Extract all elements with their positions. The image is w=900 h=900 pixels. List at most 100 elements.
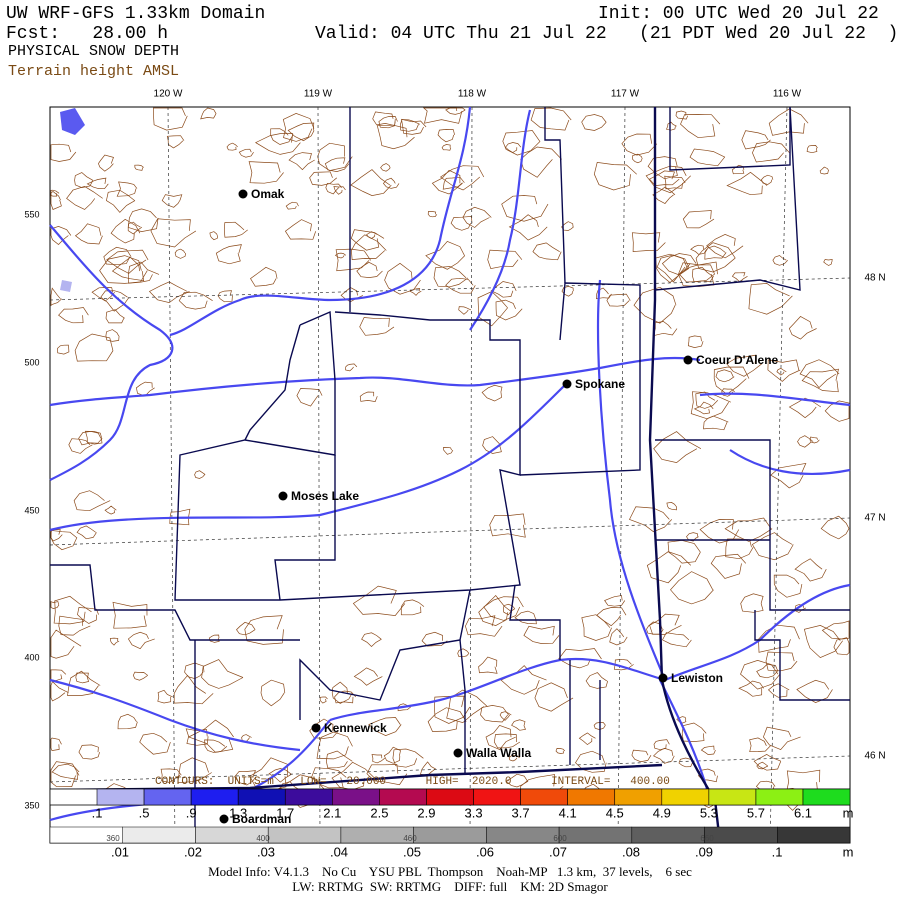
contour [788,316,817,340]
grid-label: 400 [24,652,39,662]
river [596,279,667,681]
terrain-label: .03 [257,844,275,859]
contour [686,532,699,542]
color-swatch [802,788,851,806]
forecast-hour: Fcst: 28.00 h [6,24,168,44]
county-line [50,564,300,641]
lat-lon-grid [49,106,851,844]
city-dot [278,491,288,501]
contour [50,761,80,787]
contour [726,354,763,377]
contour [695,242,736,273]
city-dot [453,748,463,758]
contour [731,272,748,283]
contour [178,291,213,310]
contour [445,277,476,294]
terrain-sublabel: 400 [256,834,270,843]
county-line [459,639,601,775]
contour [104,505,117,515]
contour [678,264,716,283]
city-label: Omak [251,187,285,201]
gray-swatch [558,826,633,844]
contour [819,166,830,175]
contour [421,631,448,647]
contour [201,659,244,689]
contour [50,143,77,162]
gray-swatch [267,826,342,844]
contour [215,244,242,265]
city-label: Kennewick [324,721,387,735]
contour [670,571,714,605]
color-swatch [96,788,145,806]
contour [738,680,764,697]
contour [477,291,508,327]
longitude-label: 116 W [773,89,802,100]
colorbar-label: 4.1 [559,805,577,820]
contour [760,174,774,185]
contour [50,601,60,609]
terrain-sublabel: 360 [106,834,120,843]
contour [715,369,735,383]
city-label: Moses Lake [291,489,359,503]
contour [646,551,692,584]
contour [758,624,800,653]
contour [136,381,155,397]
contour [824,400,850,422]
colorbar-label: 2.9 [417,805,435,820]
boundaries [49,106,850,844]
contour [776,367,787,376]
contour [116,181,138,197]
contour [238,148,254,158]
color-swatch [755,788,804,806]
county-line [174,310,521,601]
contour [380,163,391,172]
contour [653,431,702,463]
contour [675,110,689,120]
contour [50,669,67,682]
contour [439,165,485,191]
city-label: Walla Walla [466,746,531,760]
contour [752,141,790,163]
gray-swatch [631,826,705,844]
contour [325,750,353,769]
contour [578,732,596,746]
contour [442,176,465,190]
terrain-label: .02 [184,844,202,859]
terrain-unit: m [843,844,854,859]
contour [523,625,560,644]
contour [458,306,472,315]
terrain-sublabel: 660 [700,834,714,843]
contour [105,329,120,342]
contour [706,234,744,259]
contour [495,299,523,321]
contour [740,660,781,690]
contour [687,335,704,348]
contour [361,632,382,647]
color-swatch [567,788,616,806]
contour [797,435,814,448]
parallel [49,755,851,783]
contour [103,246,132,266]
contour [721,388,735,397]
contour [356,261,383,278]
contour [555,748,566,754]
contour [457,648,470,658]
color-swatch [237,788,286,806]
contour [311,767,347,789]
contour [78,744,100,760]
contour [604,595,626,607]
latitude-label: 46 N [864,751,885,762]
city-dot [311,723,321,733]
contour [770,462,807,489]
contour [241,734,252,743]
gray-swatch [413,826,487,844]
contour [756,761,769,770]
contour [68,438,93,454]
color-swatch [284,788,333,806]
state-border [648,107,722,844]
contour [351,234,387,260]
longitude-label: 118 W [458,89,487,100]
river [469,109,532,331]
contour [112,601,148,629]
contour [226,142,238,151]
